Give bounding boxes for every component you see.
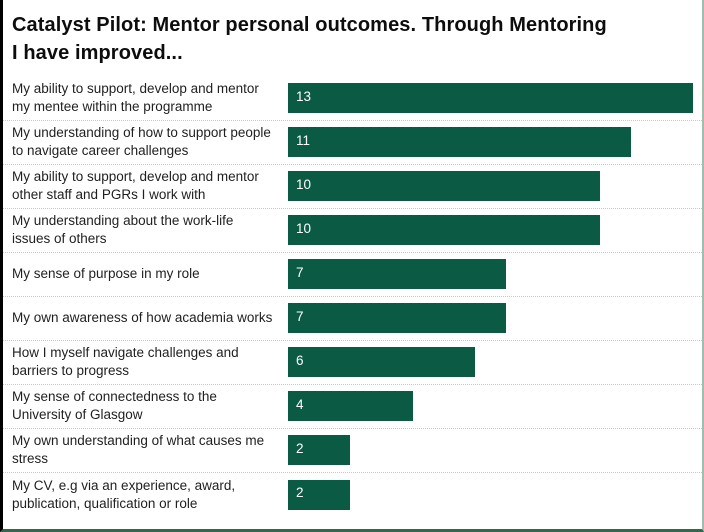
bar-track: 7	[288, 259, 693, 290]
bar-track: 10	[288, 171, 693, 202]
category-label: My understanding of how to support peopl…	[12, 125, 271, 159]
bar-value-label: 6	[296, 352, 304, 368]
bar: 2	[288, 435, 351, 466]
bar: 10	[288, 215, 600, 246]
bar-track: 2	[288, 479, 693, 510]
bar-value-label: 4	[296, 396, 304, 412]
category-label: My CV, e.g via an experience, award, pub…	[12, 477, 236, 511]
category-label: My ability to support, develop and mento…	[12, 169, 259, 203]
chart-row: My sense of connectedness to the Univers…	[3, 385, 702, 429]
chart-row: My ability to support, develop and mento…	[3, 77, 702, 121]
bar-track: 13	[288, 83, 693, 114]
bar: 7	[288, 303, 507, 334]
bar-value-label: 7	[296, 308, 304, 324]
category-label: My own understanding of what causes me s…	[12, 433, 265, 467]
bar-value-label: 11	[296, 132, 311, 148]
bar-track: 11	[288, 127, 693, 158]
bar-track: 6	[288, 347, 693, 378]
bar-track: 10	[288, 215, 693, 246]
bar: 10	[288, 171, 600, 202]
bar: 4	[288, 391, 413, 422]
bar-value-label: 2	[296, 485, 304, 501]
bar: 7	[288, 259, 507, 290]
bar: 6	[288, 347, 475, 378]
chart-row: My understanding about the work-life iss…	[3, 209, 702, 253]
chart-row: How I myself navigate challenges and bar…	[3, 341, 702, 385]
bar-value-label: 13	[296, 88, 312, 104]
chart-row: My CV, e.g via an experience, award, pub…	[3, 473, 702, 517]
chart-row: My sense of purpose in my role 7	[3, 253, 702, 297]
category-label: My sense of purpose in my role	[12, 266, 200, 282]
bar: 13	[288, 83, 693, 114]
chart-row: My own understanding of what causes me s…	[3, 429, 702, 473]
chart-row: My own awareness of how academia works 7	[3, 297, 702, 341]
chart-row: My ability to support, develop and mento…	[3, 165, 702, 209]
bar-track: 7	[288, 303, 693, 334]
bar: 11	[288, 127, 631, 158]
bar-value-label: 10	[296, 220, 312, 236]
bar-value-label: 2	[296, 440, 304, 456]
category-label: My understanding about the work-life iss…	[12, 213, 234, 247]
bar-track: 4	[288, 391, 693, 422]
chart-row: My understanding of how to support peopl…	[3, 121, 702, 165]
category-label: How I myself navigate challenges and bar…	[12, 345, 239, 379]
category-label: My own awareness of how academia works	[12, 310, 273, 326]
bar: 2	[288, 479, 351, 510]
category-label: My ability to support, develop and mento…	[12, 81, 259, 115]
category-label: My sense of connectedness to the Univers…	[12, 389, 217, 423]
chart-title: Catalyst Pilot: Mentor personal outcomes…	[12, 14, 607, 65]
bar-track: 2	[288, 435, 693, 466]
bar-value-label: 7	[296, 264, 304, 280]
chart-rows: My ability to support, develop and mento…	[3, 77, 702, 517]
bar-value-label: 10	[296, 176, 312, 192]
